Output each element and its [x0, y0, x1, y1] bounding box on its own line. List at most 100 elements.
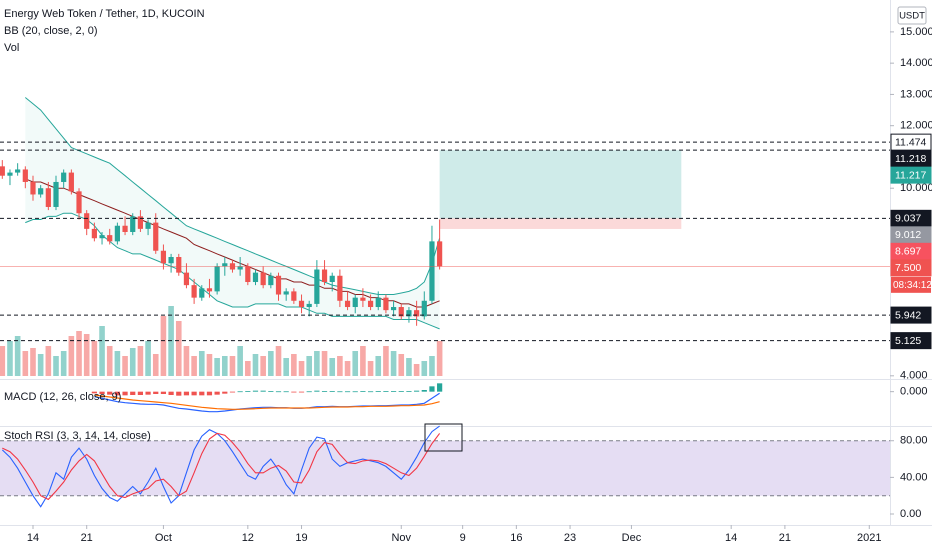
macd-histogram-bar [406, 391, 412, 392]
volume-bar [398, 354, 405, 376]
macd-histogram-bar [130, 391, 136, 395]
macd-histogram-bar [160, 391, 167, 394]
price-badge [890, 166, 932, 184]
volume-bar [222, 356, 228, 376]
plot-layer: 4.000 10.000 12.000 13.000 14.000 15.000 14 21 O… [0, 26, 932, 544]
volume-bar [198, 351, 205, 376]
macd-histogram-bar [352, 391, 358, 393]
candle-body [306, 303, 312, 308]
candle-body [390, 307, 397, 311]
candle-body [245, 266, 251, 283]
volume-bar [129, 348, 136, 376]
candle-body [183, 272, 190, 286]
volume-bar [7, 341, 13, 376]
price-badge [890, 259, 932, 277]
volume-bar [314, 351, 320, 376]
macd-histogram-bar [429, 386, 435, 392]
candle-body [76, 191, 82, 214]
volume-bar [375, 356, 382, 376]
volume-bar [137, 346, 144, 376]
stoch-band [0, 440, 890, 496]
macd-histogram-bar [176, 391, 182, 396]
macd-histogram-bar [183, 391, 190, 396]
candle-body [344, 300, 351, 308]
volume-bar [352, 351, 359, 376]
stoch-line [2, 432, 441, 501]
volume-bar [175, 321, 182, 376]
volume-bar [429, 356, 435, 376]
candle-body [237, 266, 243, 270]
volume-bar [145, 341, 151, 376]
macd-histogram-bar [107, 391, 113, 395]
candle-body [329, 275, 335, 283]
macd-histogram-bar [260, 390, 266, 392]
candle-body [222, 263, 228, 267]
candle-body [191, 285, 197, 298]
currency-label[interactable]: USDT [899, 11, 925, 22]
price-badge-label: 11.217 [895, 169, 926, 181]
volume-bar [91, 341, 98, 376]
volume-bar [329, 358, 336, 376]
y-tick-label: 13.000 [900, 88, 932, 100]
macd-histogram-bar [383, 391, 389, 392]
candle-body [421, 300, 427, 317]
candle-body [15, 169, 21, 173]
x-tick-label: 16 [510, 532, 522, 544]
macd-histogram-bar [122, 391, 128, 396]
volume-bar [229, 356, 236, 376]
candle-body [260, 272, 266, 286]
candle-body [137, 216, 144, 229]
candle-body [53, 181, 59, 207]
candle-body [414, 310, 420, 317]
macd-histogram-bar [275, 391, 282, 393]
candle-body [84, 213, 90, 229]
currency-box[interactable] [897, 6, 927, 25]
price-badge-label: 8.697 [895, 246, 921, 258]
stoch-title: Stoch RSI (3, 3, 14, 14, close) [4, 430, 151, 442]
y-tick-label: 12.000 [900, 120, 932, 132]
candle-body [38, 188, 44, 195]
x-tick-label: Dec [622, 532, 642, 544]
candle-body [199, 288, 205, 298]
y-tick-label: 14.000 [900, 57, 932, 69]
candle-body [122, 225, 128, 232]
volume-bar [252, 354, 259, 376]
candle-body [283, 291, 289, 295]
volume-bar [122, 356, 128, 376]
macd-histogram-bar [390, 391, 397, 392]
volume-bar [390, 351, 397, 376]
annotation-box [424, 423, 463, 452]
macd-histogram-bar [206, 391, 213, 396]
candle-body [268, 275, 274, 286]
macd-histogram-bar [298, 391, 305, 393]
candle-body [107, 235, 113, 242]
volume-bar [14, 336, 21, 376]
candle-body [437, 241, 443, 267]
candle-body [168, 257, 174, 264]
volume-bar [367, 361, 374, 376]
macd-histogram-bar [168, 391, 174, 395]
macd-histogram-bar [337, 391, 343, 393]
candle-body [145, 222, 151, 229]
macd-histogram-bar [252, 390, 259, 392]
candle-body [114, 225, 120, 242]
macd-histogram-bar [367, 391, 374, 393]
candle-body [383, 297, 389, 311]
x-tick-label: 9 [460, 532, 466, 544]
macd-histogram-bar [414, 390, 420, 392]
price-badge-label: 5.125 [895, 335, 921, 347]
volume-bar [206, 354, 213, 376]
candle-body [314, 269, 320, 304]
price-badge-label: 7.500 [895, 262, 921, 274]
candle-body [360, 297, 366, 301]
candle-body [176, 257, 182, 273]
volume-bar [68, 336, 75, 376]
macd-histogram-bar [321, 391, 328, 392]
x-tick-label: 14 [725, 532, 737, 544]
macd-histogram-bar [398, 391, 404, 392]
candle-body [7, 172, 13, 176]
indicator-label: BB (20, close, 2, 0) [4, 25, 98, 37]
volume-bar [83, 334, 90, 376]
